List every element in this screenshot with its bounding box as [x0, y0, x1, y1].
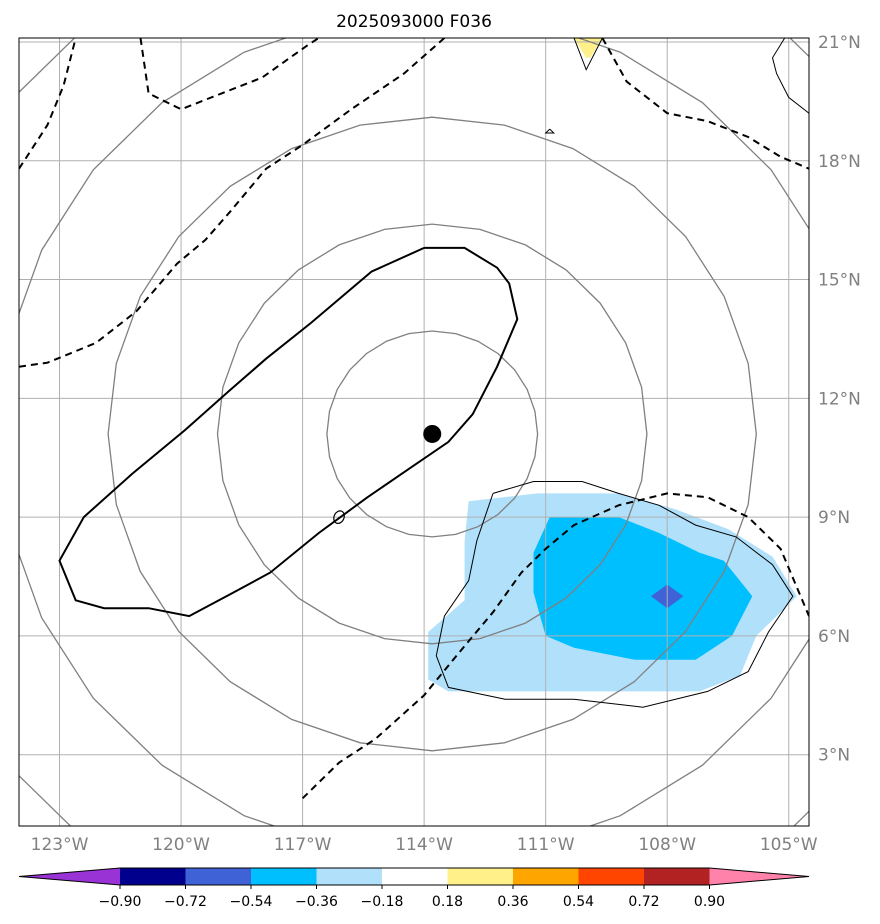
colorbar-tick-label: −0.18 [361, 894, 404, 910]
lat-tick-label: 3°N [818, 746, 850, 766]
map-frame [18, 37, 810, 827]
lat-tick-label: 6°N [818, 627, 850, 647]
colorbar-cell [513, 868, 579, 885]
colorbar-cell [644, 868, 710, 885]
small-ring-marker [333, 510, 345, 524]
shaded-region [574, 38, 603, 58]
storm-center-marker [423, 424, 442, 443]
solid-contour [58, 246, 519, 618]
colorbar-tick-label: 0.90 [694, 894, 725, 910]
colorbar-cell [382, 868, 448, 885]
dashed-contour [139, 38, 320, 111]
thin-contour [435, 481, 794, 708]
lon-tick-label: 111°W [517, 835, 575, 855]
colorbar-tick-label: −0.90 [99, 894, 142, 910]
radial-contour [19, 38, 809, 826]
lon-tick-label: 105°W [760, 835, 818, 855]
lat-tick-label: 21°N [818, 33, 861, 53]
colorbar-cell [120, 868, 186, 885]
map-background [19, 38, 809, 826]
colorbar-tick-label: 0.36 [497, 894, 528, 910]
lon-tick-label: 108°W [638, 835, 696, 855]
colorbar-extend-high [709, 868, 809, 885]
lon-tick-label: 123°W [31, 835, 89, 855]
markers [333, 424, 442, 524]
thin-contour [544, 128, 556, 134]
colorbar-cell [447, 868, 514, 885]
colorbar-tick-label: −0.72 [164, 894, 207, 910]
colorbar-extend-low [19, 868, 120, 885]
colorbar-cell [578, 868, 645, 885]
dashed-contour [19, 38, 77, 170]
colorbar-tick-label: 0.54 [563, 894, 594, 910]
latitude-labels: 3°N 6°N 9°N 12°N 15°N 18°N 21°N [818, 33, 861, 766]
dashed-contours [19, 38, 809, 800]
thin-contours [435, 38, 809, 708]
radial-contour [216, 223, 648, 645]
colorbar-cell [251, 868, 317, 885]
colorbar-tick-label: 0.18 [432, 894, 463, 910]
radial-contour [107, 116, 757, 752]
lat-tick-label: 18°N [818, 152, 861, 172]
shading-layer [428, 38, 797, 692]
lat-tick-label: 9°N [818, 508, 850, 528]
colorbar-tick-label: 0.72 [628, 894, 659, 910]
dashed-contour [601, 38, 809, 170]
map-title: 2025093000 F036 [336, 12, 492, 32]
radial-contour [326, 330, 539, 538]
colorbar-tick-label: −0.54 [230, 894, 273, 910]
shaded-region [533, 517, 753, 660]
longitude-labels: 123°W 120°W 117°W 114°W 111°W 108°W 105°W [31, 835, 818, 855]
dashed-contour [301, 492, 809, 800]
lon-tick-label: 114°W [395, 835, 453, 855]
colorbar-tick-label: −0.36 [295, 894, 338, 910]
colorbar-cell [316, 868, 383, 885]
solid-contours [58, 246, 519, 618]
lat-tick-label: 15°N [818, 271, 861, 291]
thin-contour [771, 38, 809, 114]
lon-tick-label: 117°W [274, 835, 332, 855]
lon-tick-label: 120°W [152, 835, 210, 855]
colorbar: −0.90 −0.72 −0.54 −0.36 −0.18 0.18 0.36 0.54 0.7… [18, 867, 810, 910]
thin-contour [573, 38, 603, 71]
lat-tick-label: 12°N [818, 389, 861, 409]
dashed-contour [19, 38, 446, 368]
colorbar-cell [185, 868, 252, 885]
